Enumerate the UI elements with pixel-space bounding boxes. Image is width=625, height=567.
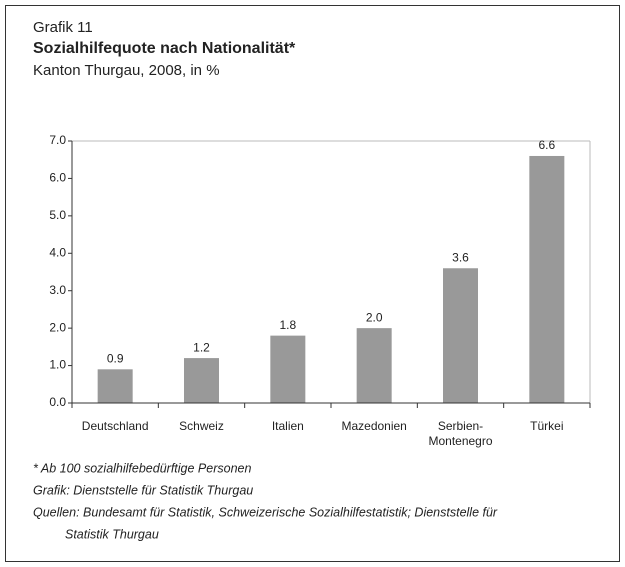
value-label: 1.8 <box>279 318 296 332</box>
x-tick-label: Italien <box>272 419 304 433</box>
footnote: Statistik Thurgau <box>65 527 159 541</box>
chart-kicker: Grafik 11 <box>33 19 93 36</box>
y-tick-label: 6.0 <box>49 171 66 185</box>
bar <box>184 358 219 403</box>
bar <box>97 369 133 403</box>
y-tick-label: 3.0 <box>49 283 66 297</box>
x-tick-label: Deutschland <box>82 419 149 433</box>
frame <box>5 5 620 562</box>
x-tick-label: Serbien-Montenegro <box>428 419 492 448</box>
bar <box>356 328 392 403</box>
y-tick-label: 4.0 <box>49 245 66 259</box>
y-tick-label: 7.0 <box>49 133 66 147</box>
bar <box>443 268 478 403</box>
chart-subtitle: Kanton Thurgau, 2008, in % <box>33 62 220 79</box>
value-label: 6.6 <box>538 138 555 152</box>
y-tick-label: 1.0 <box>49 358 66 372</box>
value-label: 0.9 <box>107 351 124 365</box>
footnote: Quellen: Bundesamt für Statistik, Schwei… <box>33 505 498 519</box>
chart-title: Sozialhilfequote nach Nationalität* <box>33 40 296 57</box>
footnote: * Ab 100 sozialhilfebedürftige Personen <box>33 461 251 475</box>
value-label: 1.2 <box>193 340 210 354</box>
x-tick-label: Türkei <box>530 419 563 433</box>
y-tick-label: 0.0 <box>49 395 66 409</box>
footnote: Grafik: Dienststelle für Statistik Thurg… <box>33 483 253 497</box>
x-tick-label: Mazedonien <box>341 419 406 433</box>
x-tick-label: Schweiz <box>179 419 224 433</box>
y-tick-label: 5.0 <box>49 208 66 222</box>
value-label: 2.0 <box>366 310 383 324</box>
bar <box>270 335 306 403</box>
value-label: 3.6 <box>452 250 469 264</box>
bar <box>529 155 565 403</box>
y-tick-label: 2.0 <box>49 320 66 334</box>
